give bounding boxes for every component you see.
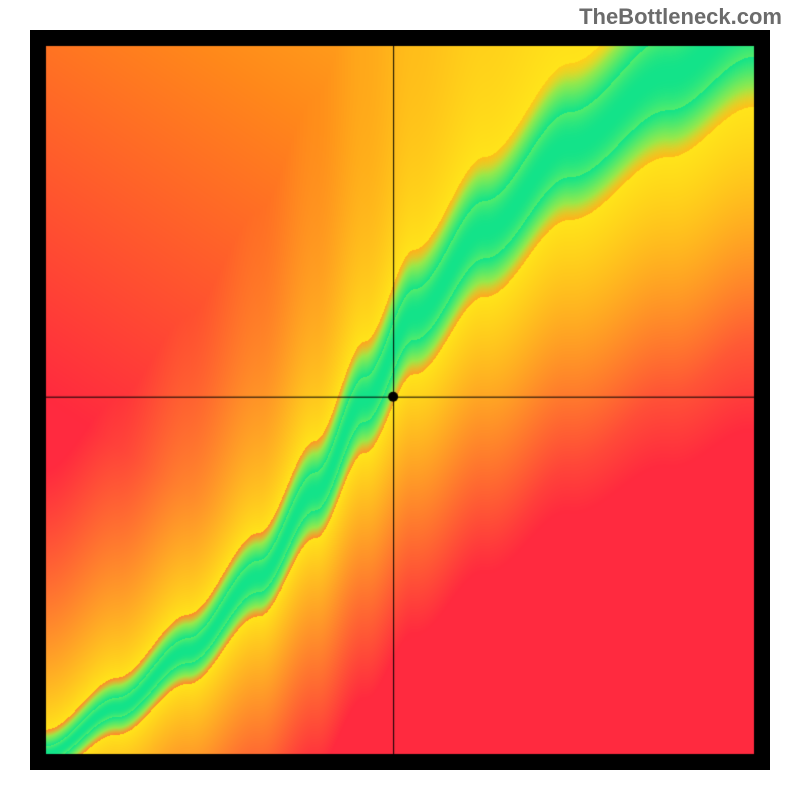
bottleneck-heatmap	[30, 30, 770, 770]
chart-frame	[30, 30, 770, 770]
watermark-text: TheBottleneck.com	[579, 4, 782, 30]
